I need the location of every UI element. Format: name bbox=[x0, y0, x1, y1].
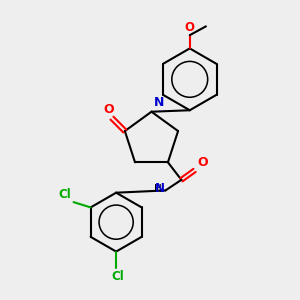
Text: Cl: Cl bbox=[58, 188, 71, 201]
Text: O: O bbox=[197, 156, 208, 169]
Text: O: O bbox=[185, 21, 195, 34]
Text: N: N bbox=[155, 182, 165, 196]
Text: Cl: Cl bbox=[111, 270, 124, 283]
Text: O: O bbox=[103, 103, 114, 116]
Text: N: N bbox=[154, 96, 164, 110]
Text: H: H bbox=[154, 184, 162, 194]
